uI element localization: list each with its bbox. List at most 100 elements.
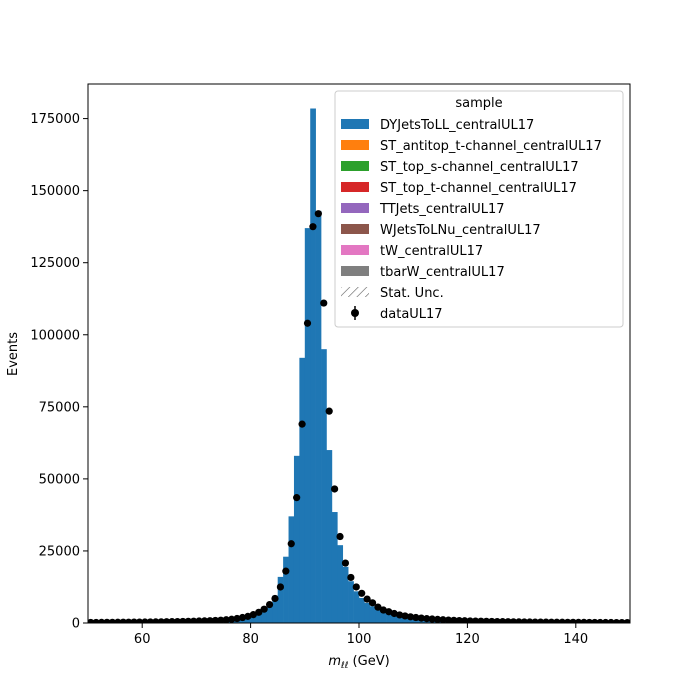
data-point bbox=[368, 599, 377, 607]
data-point bbox=[228, 615, 236, 623]
data-point bbox=[336, 532, 344, 541]
data-point bbox=[542, 618, 550, 623]
histogram-bar bbox=[315, 210, 322, 623]
y-axis-label: Events bbox=[6, 332, 21, 376]
data-point bbox=[162, 618, 171, 623]
x-tick-label: 80 bbox=[242, 632, 259, 647]
histogram-bar bbox=[348, 581, 354, 623]
y-tick-label: 0 bbox=[72, 617, 80, 632]
y-axis-ticks: 0 25000 50000 75000 100000 125000 150000 175000 bbox=[30, 112, 88, 632]
legend-label: ST_top_t-channel_centralUL17 bbox=[380, 181, 577, 196]
legend-label: ST_top_s-channel_centralUL17 bbox=[380, 160, 579, 175]
histogram-bar bbox=[364, 602, 371, 623]
legend-title: sample bbox=[455, 96, 502, 111]
x-tick-label: 120 bbox=[455, 632, 480, 647]
data-point bbox=[314, 210, 322, 218]
data-point bbox=[504, 618, 512, 623]
data-point bbox=[222, 616, 230, 623]
legend-label: WJetsToLNu_centralUL17 bbox=[380, 223, 541, 238]
legend-hatch-swatch bbox=[341, 287, 369, 297]
data-point bbox=[179, 617, 187, 623]
data-point bbox=[444, 616, 453, 623]
data-point bbox=[303, 319, 312, 327]
x-axis-ticks: 60 80 100 120 140 bbox=[134, 623, 588, 647]
data-point bbox=[553, 618, 561, 623]
data-point bbox=[347, 573, 355, 582]
legend-swatch bbox=[341, 161, 369, 171]
data-point bbox=[238, 613, 247, 622]
histogram-bar bbox=[272, 595, 278, 623]
data-point bbox=[547, 618, 556, 623]
x-tick-label: 100 bbox=[347, 632, 372, 647]
histogram-bar bbox=[326, 450, 333, 623]
data-point bbox=[320, 299, 328, 307]
histogram-bar bbox=[256, 611, 262, 623]
histogram-bar bbox=[386, 613, 392, 623]
data-point bbox=[211, 616, 219, 623]
data-point bbox=[108, 618, 116, 623]
histogram-bar bbox=[288, 516, 295, 623]
histogram-bar bbox=[402, 616, 409, 623]
data-point bbox=[536, 618, 545, 623]
data-points bbox=[88, 210, 630, 623]
legend-swatch bbox=[341, 224, 369, 234]
data-point bbox=[244, 612, 252, 620]
data-point bbox=[401, 612, 409, 620]
data-point bbox=[509, 618, 518, 623]
data-point bbox=[141, 618, 149, 623]
data-point bbox=[450, 616, 458, 623]
histogram-bar bbox=[396, 615, 403, 623]
data-point bbox=[249, 611, 257, 619]
legend-marker bbox=[351, 309, 359, 317]
data-point bbox=[385, 608, 393, 616]
legend-label: dataUL17 bbox=[380, 307, 443, 322]
histogram-bar bbox=[342, 566, 349, 623]
y-tick-label: 125000 bbox=[30, 256, 80, 271]
data-point bbox=[173, 617, 182, 623]
data-point bbox=[298, 420, 306, 428]
legend-swatch bbox=[341, 119, 369, 129]
data-point bbox=[233, 614, 241, 623]
data-point bbox=[596, 618, 604, 623]
legend-swatch bbox=[341, 245, 369, 255]
data-point bbox=[97, 618, 106, 623]
data-point bbox=[125, 618, 133, 623]
data-point bbox=[200, 617, 209, 623]
data-point bbox=[206, 617, 214, 623]
data-point bbox=[92, 618, 100, 623]
data-point bbox=[471, 617, 480, 623]
data-point bbox=[602, 618, 610, 623]
data-point bbox=[406, 613, 415, 621]
data-point bbox=[574, 618, 583, 623]
histogram-bar bbox=[359, 597, 365, 623]
data-point bbox=[618, 618, 626, 623]
data-point bbox=[466, 617, 474, 623]
data-point bbox=[119, 618, 127, 623]
histogram-bar bbox=[277, 576, 284, 623]
histogram-bar bbox=[321, 349, 327, 623]
legend-label: TTJets_centralUL17 bbox=[379, 202, 505, 217]
data-point bbox=[455, 616, 463, 623]
x-tick-label: 140 bbox=[563, 632, 588, 647]
data-point bbox=[396, 611, 404, 619]
legend-swatch bbox=[341, 203, 369, 213]
y-tick-label: 75000 bbox=[39, 400, 80, 415]
x-tick-label: 60 bbox=[134, 632, 151, 647]
legend-label: DYJetsToLL_centralUL17 bbox=[380, 118, 534, 133]
data-point bbox=[114, 618, 122, 623]
data-point bbox=[195, 617, 203, 623]
data-point bbox=[293, 494, 301, 502]
data-point bbox=[607, 618, 615, 623]
data-point bbox=[152, 618, 160, 623]
y-tick-label: 150000 bbox=[30, 184, 80, 199]
y-tick-label: 175000 bbox=[30, 112, 80, 127]
y-tick-label: 50000 bbox=[39, 472, 80, 487]
data-point bbox=[520, 618, 528, 623]
data-point bbox=[428, 615, 436, 623]
data-point bbox=[612, 618, 621, 623]
histogram-bar bbox=[283, 556, 289, 623]
x-axis-label: mℓℓ (GeV) bbox=[328, 654, 389, 671]
histogram-bar bbox=[310, 108, 316, 623]
data-point bbox=[515, 618, 523, 623]
